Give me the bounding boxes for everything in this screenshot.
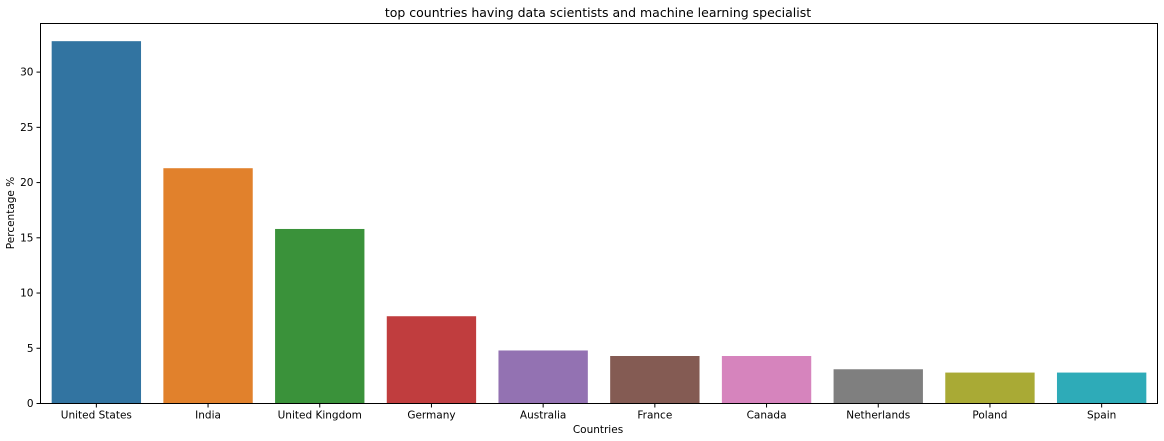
y-axis-label: Percentage %	[5, 177, 17, 249]
x-tick-label-united-states: United States	[61, 410, 132, 422]
y-tick-label: 25	[20, 122, 33, 134]
bar-canada	[721, 356, 812, 404]
y-tick-label: 30	[20, 67, 33, 79]
x-tick-label-spain: Spain	[1087, 410, 1116, 422]
chart-title: top countries having data scientists and…	[385, 5, 811, 20]
bar-france	[610, 356, 700, 404]
y-tick-label: 20	[20, 177, 33, 189]
bar-united-states	[51, 41, 142, 404]
plot-frame	[40, 23, 1158, 404]
x-tick-label-australia: Australia	[520, 410, 566, 422]
x-tick-label-germany: Germany	[407, 410, 455, 422]
x-tick-label-canada: Canada	[747, 410, 787, 422]
y-tick-label: 10	[20, 288, 33, 300]
x-tick-label-united-kingdom: United Kingdom	[278, 410, 362, 422]
x-tick-label-netherlands: Netherlands	[846, 410, 910, 422]
y-tick-label: 15	[20, 232, 33, 244]
y-tick-label: 5	[27, 343, 34, 355]
x-tick-label-poland: Poland	[972, 410, 1007, 422]
bar-spain	[1056, 372, 1147, 404]
bar-germany	[386, 316, 477, 404]
y-tick-label: 0	[27, 398, 34, 410]
bar-india	[163, 168, 253, 404]
x-axis-label: Countries	[573, 424, 623, 436]
bar-netherlands	[833, 369, 923, 404]
bar-poland	[945, 372, 1035, 404]
bar-united-kingdom	[275, 228, 365, 404]
bar-australia	[498, 350, 588, 404]
x-tick-label-france: France	[637, 410, 672, 422]
x-tick-label-india: India	[195, 410, 221, 422]
